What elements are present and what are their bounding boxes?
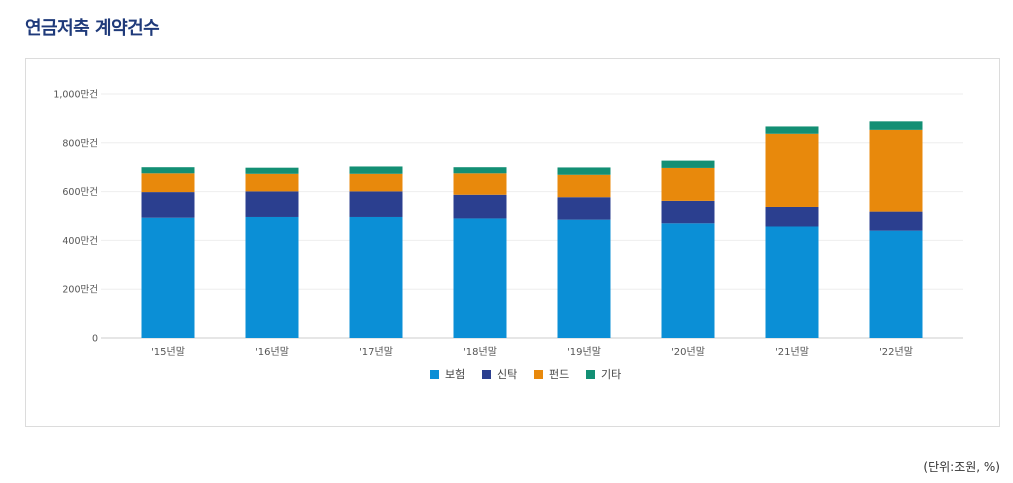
bar-segment[interactable] xyxy=(245,191,299,217)
legend-label: 보험 xyxy=(445,368,465,381)
x-tick-label: '19년말 xyxy=(567,346,601,358)
x-axis-ticks: '15년말 '16년말 '17년말 '18년말 '19년말 '20년말 '21년말 '22년말 xyxy=(151,346,913,358)
bar-segment[interactable] xyxy=(869,211,923,231)
bar-segment[interactable] xyxy=(557,174,611,198)
bar-segment[interactable] xyxy=(245,173,299,192)
bar-segment[interactable] xyxy=(453,194,507,219)
y-tick-label: 400만건 xyxy=(62,236,98,247)
legend-label: 펀드 xyxy=(549,368,569,381)
legend-swatch xyxy=(430,370,439,379)
legend-swatch xyxy=(482,370,491,379)
unit-note: (단위:조원, %) xyxy=(923,460,1000,474)
legend-swatch xyxy=(586,370,595,379)
bar-segment[interactable] xyxy=(453,173,507,195)
bar-segment[interactable] xyxy=(557,197,611,220)
bar-segment[interactable] xyxy=(557,167,611,175)
bar-segment[interactable] xyxy=(765,133,819,207)
bar-segment[interactable] xyxy=(661,223,715,338)
bar-segment[interactable] xyxy=(869,230,923,338)
bar-segment[interactable] xyxy=(661,167,715,201)
x-tick-label: '18년말 xyxy=(463,346,497,358)
legend-item[interactable]: 신탁 xyxy=(482,368,517,381)
legend-item[interactable]: 펀드 xyxy=(534,368,569,381)
bar-segment[interactable] xyxy=(869,121,923,130)
x-tick-label: '22년말 xyxy=(879,346,913,358)
x-tick-label: '21년말 xyxy=(775,346,809,358)
y-tick-label: 800만건 xyxy=(62,138,98,149)
y-tick-label: 200만건 xyxy=(62,285,98,296)
bar-segment[interactable] xyxy=(661,200,715,224)
legend-label: 기타 xyxy=(601,368,621,381)
bars xyxy=(141,121,923,338)
bar-segment[interactable] xyxy=(349,166,403,174)
x-tick-label: '16년말 xyxy=(255,346,289,358)
bar-segment[interactable] xyxy=(349,216,403,338)
bar-segment[interactable] xyxy=(453,218,507,338)
legend-item[interactable]: 기타 xyxy=(586,368,621,381)
x-tick-label: '20년말 xyxy=(671,346,705,358)
bar-segment[interactable] xyxy=(141,217,195,338)
bar-segment[interactable] xyxy=(245,167,299,174)
bar-segment[interactable] xyxy=(349,191,403,217)
legend: 보험 신탁 펀드 기타 xyxy=(430,368,621,381)
legend-swatch xyxy=(534,370,543,379)
y-tick-label: 0 xyxy=(92,334,98,345)
legend-label: 신탁 xyxy=(497,368,517,381)
x-tick-label: '15년말 xyxy=(151,346,185,358)
y-axis-ticks: 0 200만건 400만건 600만건 800만건 1,000만건 xyxy=(53,90,98,345)
bar-segment[interactable] xyxy=(141,192,195,218)
y-tick-label: 600만건 xyxy=(62,187,98,198)
bar-segment[interactable] xyxy=(765,206,819,227)
legend-item[interactable]: 보험 xyxy=(430,368,465,381)
bar-segment[interactable] xyxy=(141,173,195,193)
bar-segment[interactable] xyxy=(349,173,403,192)
bar-segment[interactable] xyxy=(245,216,299,338)
chart-panel: 0 200만건 400만건 600만건 800만건 1,000만건 '15년말 '16년말 '… xyxy=(25,58,1000,427)
x-tick-label: '17년말 xyxy=(359,346,393,358)
bar-segment[interactable] xyxy=(661,160,715,168)
gridlines xyxy=(101,93,963,339)
bar-segment[interactable] xyxy=(869,129,923,212)
page-title: 연금저축 계약건수 xyxy=(25,18,160,39)
bar-segment[interactable] xyxy=(765,126,819,134)
y-tick-label: 1,000만건 xyxy=(53,90,98,101)
bar-segment[interactable] xyxy=(141,167,195,174)
bar-segment[interactable] xyxy=(765,226,819,338)
bar-segment[interactable] xyxy=(453,167,507,174)
bar-segment[interactable] xyxy=(557,219,611,338)
